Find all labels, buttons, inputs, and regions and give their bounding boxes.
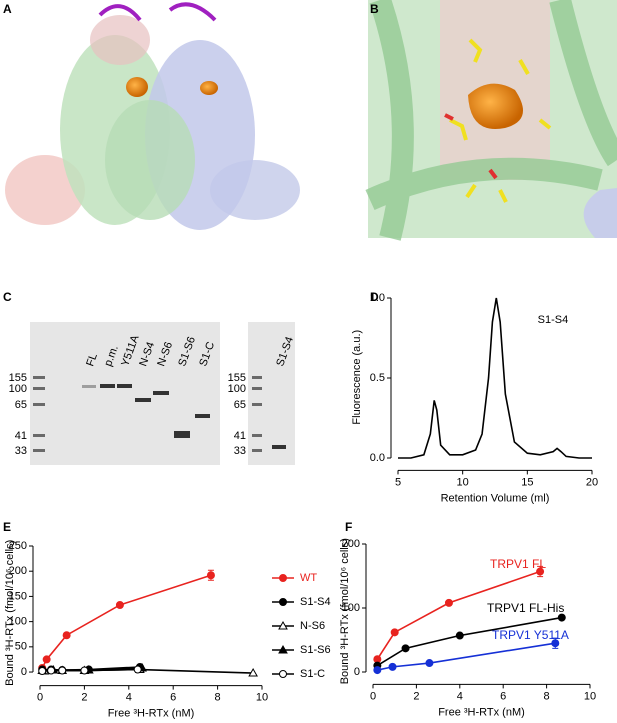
- panel-label: B: [370, 2, 379, 16]
- legend-label: S1-S4: [300, 596, 331, 608]
- x-tick-label: 10: [256, 692, 268, 704]
- marker-label: 100: [9, 383, 27, 395]
- marker: [425, 659, 434, 668]
- marker: [115, 600, 124, 609]
- y-tick-label: 0: [21, 666, 27, 678]
- x-tick-label: 5: [395, 476, 401, 488]
- y-tick-label: 50: [15, 641, 27, 653]
- panel-label: F: [345, 520, 352, 534]
- x-axis-label: Free ³H-RTx (nM): [108, 708, 195, 720]
- x-tick-label: 6: [500, 690, 506, 702]
- x-tick-label: 10: [584, 690, 596, 702]
- legend-label: S1-S6: [300, 644, 331, 656]
- marker-label: 33: [234, 445, 246, 457]
- y-tick-label: 250: [9, 540, 27, 552]
- x-tick-label: 8: [544, 690, 550, 702]
- annotation: S1-S4: [538, 314, 569, 326]
- marker: [279, 670, 287, 678]
- x-tick-label: 20: [586, 476, 598, 488]
- y-tick-label: 0.5: [370, 372, 385, 384]
- x-tick-label: 2: [413, 690, 419, 702]
- marker: [444, 598, 453, 607]
- marker: [38, 667, 47, 676]
- y-tick-label: 200: [342, 538, 360, 550]
- x-tick-label: 15: [521, 476, 533, 488]
- legend-label: S1-C: [300, 668, 325, 680]
- x-tick-label: 2: [81, 692, 87, 704]
- y-tick-label: 1.0: [370, 292, 385, 304]
- series-line: [376, 616, 562, 667]
- lane-label: FL: [84, 352, 100, 368]
- marker: [278, 620, 288, 630]
- series-line: [42, 668, 138, 672]
- marker: [390, 628, 399, 637]
- marker: [551, 639, 560, 648]
- y-axis-label: Bound ³H-RTx (fmol/10⁶ cells): [4, 540, 16, 686]
- y-tick-label: 150: [9, 590, 27, 602]
- legend-label: WT: [300, 572, 317, 584]
- marker: [279, 574, 287, 582]
- y-axis-label: Fluorescence (a.u.): [351, 330, 363, 425]
- marker: [62, 631, 71, 640]
- marker: [47, 666, 56, 675]
- marker: [557, 613, 566, 622]
- marker-label: 155: [228, 372, 246, 384]
- marker: [58, 666, 67, 675]
- x-tick-label: 0: [370, 690, 376, 702]
- marker: [133, 665, 142, 674]
- marker: [278, 644, 288, 654]
- series-line: [376, 570, 541, 660]
- marker-label: 33: [15, 445, 27, 457]
- y-tick-label: 100: [9, 616, 27, 628]
- y-axis-label: Bound ³H-RTx (fmol/10⁶ cells): [339, 538, 351, 684]
- structure-image-a: [0, 0, 300, 238]
- marker-label: 41: [15, 430, 27, 442]
- y-tick-label: 0: [354, 666, 360, 678]
- marker: [279, 598, 287, 606]
- series-label: TRPV1 FL-His: [487, 601, 564, 615]
- gel: [30, 322, 295, 465]
- y-tick-label: 0.0: [370, 452, 385, 464]
- panel-label: D: [370, 290, 379, 304]
- marker-label: 41: [234, 430, 246, 442]
- marker: [388, 662, 397, 671]
- panel-label: C: [3, 290, 12, 304]
- marker-label: 100: [228, 383, 246, 395]
- legend-label: N-S6: [300, 620, 325, 632]
- x-tick-label: 0: [37, 692, 43, 704]
- marker: [42, 655, 51, 664]
- x-tick-label: 4: [126, 692, 132, 704]
- series-line: [398, 297, 592, 459]
- x-tick-label: 8: [215, 692, 221, 704]
- marker: [206, 571, 215, 580]
- marker-label: 65: [15, 399, 27, 411]
- panel-label: A: [3, 2, 12, 16]
- marker-label: 65: [234, 399, 246, 411]
- marker: [80, 666, 89, 675]
- marker: [373, 666, 382, 675]
- x-tick-label: 10: [457, 476, 469, 488]
- series-label: TRPV1 FL: [490, 557, 546, 571]
- x-axis-label: Free ³H-RTx (nM): [438, 706, 525, 718]
- marker-label: 155: [9, 372, 27, 384]
- structure-image-b: [365, 0, 617, 241]
- series-line: [41, 574, 212, 669]
- marker: [536, 567, 545, 576]
- y-tick-label: 200: [9, 565, 27, 577]
- marker: [248, 668, 258, 677]
- marker: [401, 644, 410, 653]
- x-tick-label: 4: [457, 690, 463, 702]
- panel-label: E: [3, 520, 11, 534]
- x-axis-label: Retention Volume (ml): [441, 492, 550, 504]
- y-tick-label: 100: [342, 602, 360, 614]
- marker: [455, 631, 464, 640]
- series-line: [377, 642, 556, 671]
- x-tick-label: 6: [170, 692, 176, 704]
- series-label: TRPV1 Y511A: [492, 628, 569, 642]
